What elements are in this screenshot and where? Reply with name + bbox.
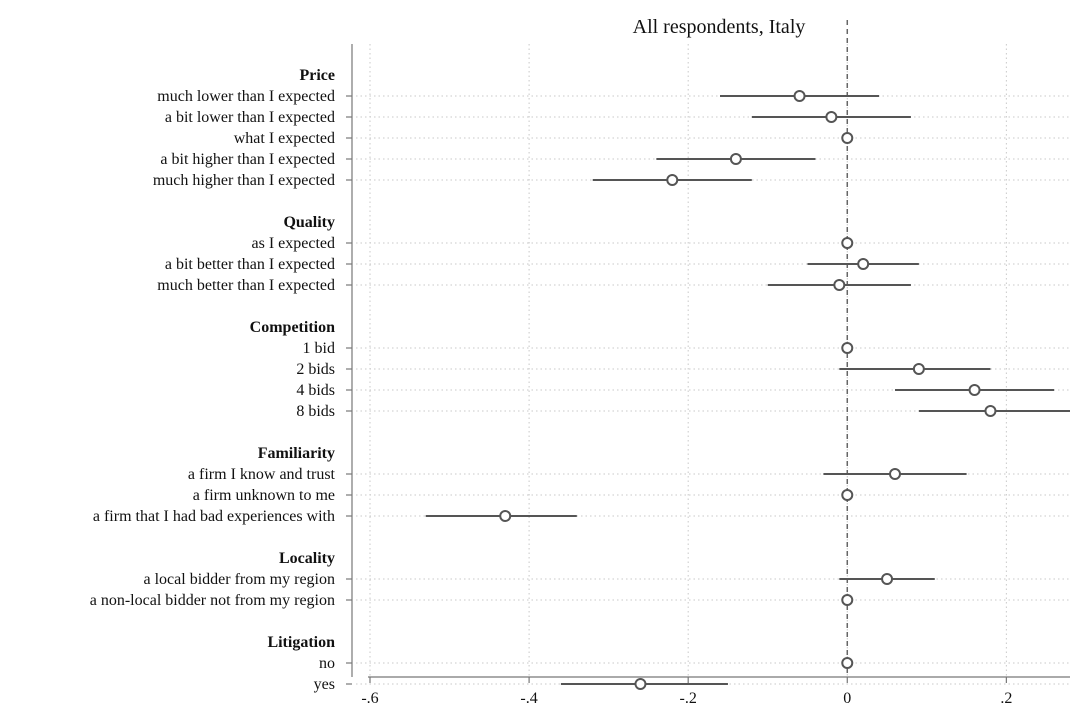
group-label: Competition (250, 319, 335, 336)
chart-title: All respondents, Italy (633, 16, 806, 38)
group-label: Familiarity (258, 445, 335, 462)
category-label: 4 bids (296, 382, 335, 399)
estimate-point (841, 657, 854, 669)
category-label: a firm that I had bad experiences with (93, 508, 335, 525)
category-label: as I expected (251, 235, 335, 252)
category-label: yes (314, 676, 335, 693)
estimate-point (793, 90, 806, 102)
estimate-point (634, 678, 647, 690)
axes (351, 44, 1070, 678)
estimates (425, 90, 1070, 690)
x-tick-label: .2 (1000, 690, 1012, 707)
estimate-point (857, 258, 870, 270)
category-label: a local bidder from my region (144, 571, 336, 588)
estimate-point (984, 405, 997, 417)
category-label: a bit better than I expected (165, 256, 335, 273)
estimate-point (841, 489, 854, 501)
category-label: a firm unknown to me (193, 487, 335, 504)
x-tick-label: -.4 (520, 690, 537, 707)
estimate-point (841, 237, 854, 249)
x-tick-label: -.2 (680, 690, 697, 707)
category-label: no (319, 655, 335, 672)
estimate-point (666, 174, 679, 186)
estimate-point (833, 279, 846, 291)
category-labels: Price much lower than I expected a bit low… (90, 67, 352, 693)
category-label: 2 bids (296, 361, 335, 378)
estimate-point (968, 384, 981, 396)
estimate-point (889, 468, 901, 480)
group-label: Price (299, 67, 335, 84)
x-axis-ticks: -.6 -.4 -.2 0 .2 (361, 677, 1012, 707)
group-label: Quality (283, 214, 335, 231)
x-tick-label: -.6 (361, 690, 378, 707)
category-label: a firm I know and trust (188, 466, 336, 483)
category-label: a non-local bidder not from my region (90, 592, 335, 609)
category-label: much better than I expected (157, 277, 335, 294)
estimate-point (841, 342, 854, 354)
estimate-point (912, 363, 925, 375)
estimate-point (825, 111, 838, 123)
category-label: much higher than I expected (153, 172, 335, 189)
x-tick-label: 0 (843, 690, 851, 707)
category-label: much lower than I expected (157, 88, 335, 105)
category-label: a bit higher than I expected (160, 151, 335, 168)
category-label: a bit lower than I expected (165, 109, 335, 126)
estimate-point (841, 594, 854, 606)
estimate-point (729, 153, 742, 165)
category-label: 8 bids (296, 403, 335, 420)
grid-layer (356, 44, 1070, 685)
estimate-point (841, 132, 854, 144)
group-label: Locality (279, 550, 335, 567)
estimate-point (881, 573, 894, 585)
estimate-point (499, 510, 512, 522)
category-label: what I expected (234, 130, 335, 147)
group-label: Litigation (267, 634, 335, 651)
category-label: 1 bid (303, 340, 335, 357)
